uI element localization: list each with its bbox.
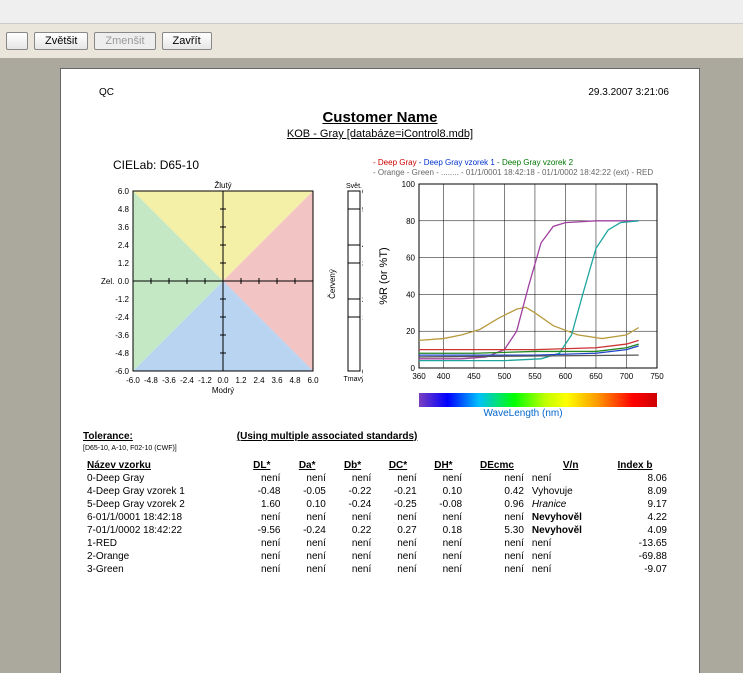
- svg-text:40: 40: [406, 290, 415, 299]
- tolerance-using: (Using multiple associated standards): [237, 431, 418, 453]
- col-header: Název vzorku: [83, 459, 239, 472]
- svg-text:-2.4: -2.4: [180, 376, 194, 385]
- svg-text:1.2: 1.2: [118, 259, 130, 268]
- svg-text:0.0: 0.0: [362, 369, 363, 376]
- cielab-svg: -6.0 -4.8 -3.6 -2.4 -1.2 0.0 1.2 2.4 3.6 4.8 6.0 -6…: [83, 176, 363, 406]
- col-header: Da*: [284, 459, 329, 472]
- svg-text:600: 600: [559, 372, 573, 381]
- spectral-svg: 360 400 450 500 550 600 650 700 750 0 20 40 60 80 100%…: [373, 178, 673, 388]
- tolerance-table: Název vzorkuDL*Da*Db*DC*DH*DEcmcV/nIndex…: [83, 459, 677, 576]
- svg-text:-3.6: -3.6: [162, 376, 176, 385]
- svg-text:450: 450: [467, 372, 481, 381]
- table-row: 2-Orangenenínenínenínenínenínenínení-69.…: [83, 550, 677, 563]
- cielab-title: CIELab: D65-10: [113, 158, 363, 172]
- qc-label: QC: [99, 87, 114, 98]
- svg-text:1.8: 1.8: [362, 315, 363, 322]
- report-page: QC 29.3.2007 3:21:06 Customer Name KOB -…: [60, 68, 700, 673]
- tolerance-sub: [D65-10, A-10, F02-10 (CWF)]: [83, 445, 177, 452]
- svg-text:750: 750: [650, 372, 664, 381]
- report-title: Customer Name: [83, 109, 677, 126]
- svg-text:0: 0: [411, 364, 416, 373]
- spectrum-bar: [419, 393, 657, 407]
- report-subtitle: KOB - Gray [databáze=iControl8.mdb]: [83, 128, 677, 140]
- svg-text:400: 400: [437, 372, 451, 381]
- svg-text:0.0: 0.0: [118, 277, 130, 286]
- table-row: 0-Deep Graynenínenínenínenínenínenínení8…: [83, 472, 677, 485]
- zoom-out-button[interactable]: Zmenšit: [94, 32, 155, 50]
- prev-button[interactable]: [6, 32, 28, 50]
- table-row: 1-REDnenínenínenínenínenínenínení-13.65: [83, 537, 677, 550]
- svg-text:700: 700: [620, 372, 634, 381]
- svg-text:360: 360: [412, 372, 426, 381]
- tolerance-section: Tolerance: [D65-10, A-10, F02-10 (CWF)] …: [83, 431, 677, 576]
- svg-text:500: 500: [498, 372, 512, 381]
- svg-text:-1.2: -1.2: [115, 295, 129, 304]
- svg-text:100: 100: [402, 180, 416, 189]
- table-row: 5-Deep Gray vzorek 21.600.10-0.24-0.25-0…: [83, 498, 677, 511]
- spectral-chart: - Deep Gray - Deep Gray vzorek 1 - Deep …: [373, 158, 673, 419]
- svg-text:-2.4: -2.4: [115, 313, 129, 322]
- svg-text:-1.2: -1.2: [198, 376, 212, 385]
- toolbar-row: [0, 0, 743, 24]
- svg-text:6.0: 6.0: [118, 187, 130, 196]
- svg-text:2.4: 2.4: [118, 241, 130, 250]
- svg-text:Červený: Červený: [328, 269, 337, 299]
- cielab-chart: CIELab: D65-10 -6.0 -4.8 -3.6 -2.4 -1.2 0.0 1.…: [83, 158, 363, 419]
- svg-text:5.4: 5.4: [362, 207, 363, 214]
- svg-text:4.8: 4.8: [289, 376, 301, 385]
- svg-text:Tmavý: Tmavý: [344, 376, 364, 383]
- page-viewport: QC 29.3.2007 3:21:06 Customer Name KOB -…: [0, 58, 743, 673]
- spectral-legend-2: - Orange - Green - ........ - 01/1/0001 …: [373, 168, 673, 178]
- table-row: 6-01/1/0001 18:42:18nenínenínenínenínení…: [83, 511, 677, 524]
- svg-text:60: 60: [406, 254, 415, 263]
- svg-text:4.2: 4.2: [362, 243, 363, 250]
- svg-text:0.0: 0.0: [217, 376, 229, 385]
- col-header: DEcmc: [466, 459, 528, 472]
- svg-text:3.6: 3.6: [118, 223, 130, 232]
- svg-text:20: 20: [406, 327, 415, 336]
- col-header: Index b: [613, 459, 677, 472]
- table-row: 4-Deep Gray vzorek 1-0.48-0.05-0.22-0.21…: [83, 485, 677, 498]
- svg-text:6.0: 6.0: [307, 376, 319, 385]
- button-row: Zvětšit Zmenšit Zavřít: [0, 24, 743, 58]
- svg-text:3.6: 3.6: [271, 376, 283, 385]
- svg-text:2.4: 2.4: [253, 376, 265, 385]
- svg-text:6.0: 6.0: [362, 189, 363, 196]
- col-header: DC*: [375, 459, 420, 472]
- col-header: DL*: [239, 459, 284, 472]
- wavelength-label: WaveLength (nm): [373, 408, 673, 419]
- svg-text:650: 650: [589, 372, 603, 381]
- table-row: 3-Greennenínenínenínenínenínenínení-9.07: [83, 563, 677, 576]
- table-row: 7-01/1/0002 18:42:22-9.56-0.240.220.270.…: [83, 524, 677, 537]
- svg-text:80: 80: [406, 217, 415, 226]
- col-header: DH*: [421, 459, 466, 472]
- spectral-legend-1: - Deep Gray - Deep Gray vzorek 1 - Deep …: [373, 158, 673, 168]
- svg-text:Zel.: Zel.: [101, 277, 114, 286]
- svg-text:-4.8: -4.8: [144, 376, 158, 385]
- svg-text:-3.6: -3.6: [115, 331, 129, 340]
- datetime-label: 29.3.2007 3:21:06: [588, 87, 669, 98]
- col-header: V/n: [528, 459, 614, 472]
- svg-text:-4.8: -4.8: [115, 349, 129, 358]
- svg-text:3.6: 3.6: [362, 261, 363, 268]
- zoom-in-button[interactable]: Zvětšit: [34, 32, 88, 50]
- svg-text:Modrý: Modrý: [212, 386, 234, 395]
- close-button[interactable]: Zavřít: [162, 32, 212, 50]
- svg-text:1.2: 1.2: [235, 376, 247, 385]
- svg-text:-6.0: -6.0: [126, 376, 140, 385]
- col-header: Db*: [330, 459, 375, 472]
- tolerance-label: Tolerance:: [83, 431, 133, 442]
- svg-text:Žlutý: Žlutý: [214, 181, 231, 190]
- svg-text:550: 550: [528, 372, 542, 381]
- svg-text:2.4: 2.4: [362, 297, 363, 304]
- svg-text:4.8: 4.8: [118, 205, 130, 214]
- svg-text:-6.0: -6.0: [115, 367, 129, 376]
- svg-text:Svět.: Svět.: [346, 183, 362, 190]
- svg-text:%R (or %T): %R (or %T): [378, 247, 390, 304]
